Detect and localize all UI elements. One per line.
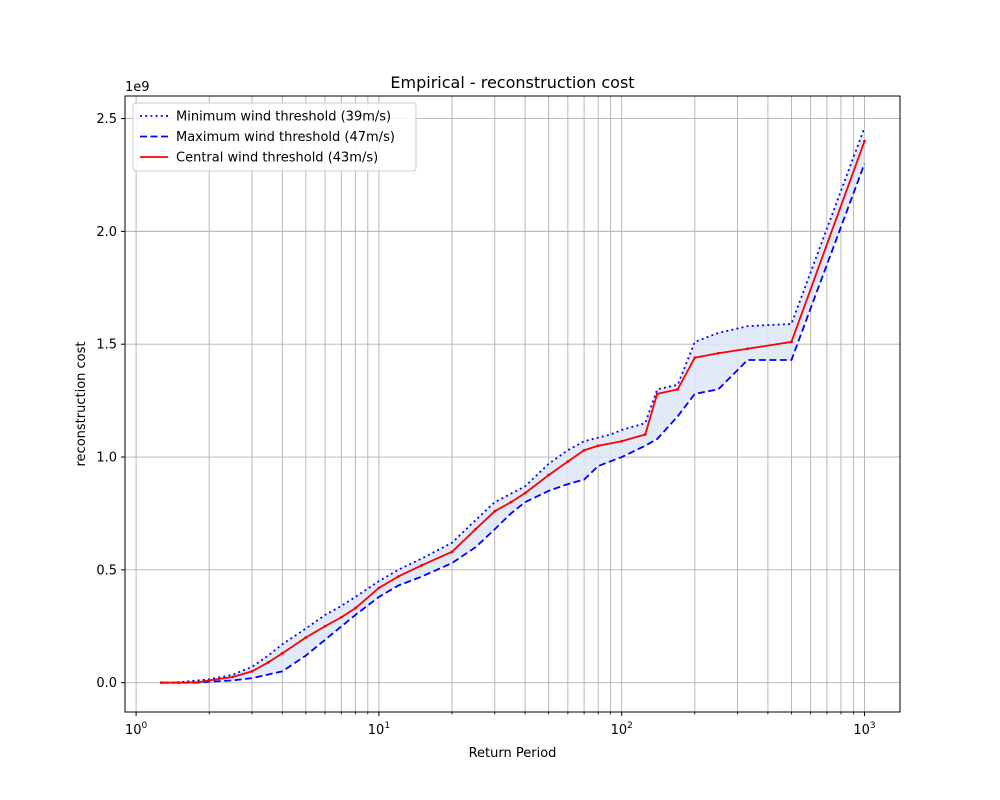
series-point	[177, 681, 181, 685]
series-point	[207, 679, 211, 682]
y-tick-label: 0.5	[96, 563, 117, 578]
series-point	[353, 606, 357, 610]
series-point	[863, 139, 866, 143]
series-point	[159, 681, 163, 685]
legend-label-1: Maximum wind threshold (47m/s)	[176, 130, 395, 145]
series-point	[396, 575, 400, 579]
series-point	[450, 550, 454, 554]
legend: Minimum wind threshold (39m/s) Maximum wi…	[132, 102, 417, 172]
series-point	[676, 387, 680, 391]
y-tick-label: 1.0	[96, 451, 117, 466]
series-point	[474, 527, 477, 531]
y-tick-label: 2.5	[96, 112, 117, 127]
y-tick-label: 2.0	[96, 225, 117, 240]
y-axis-multiplier: 1e9	[125, 80, 150, 95]
series-point	[231, 675, 235, 679]
series-point	[643, 433, 647, 436]
series-point	[304, 636, 308, 639]
series-point	[655, 392, 659, 396]
series-point	[323, 624, 327, 628]
series-point	[523, 491, 527, 495]
series-point	[566, 460, 570, 463]
series-point	[790, 340, 793, 344]
series-point	[509, 500, 513, 504]
series-point	[596, 444, 600, 448]
legend-label-2: Central wind threshold (43m/s)	[176, 151, 378, 166]
series-line-1	[161, 163, 866, 684]
x-axis-label: Return Period	[469, 746, 557, 761]
series-point	[582, 448, 586, 452]
axes-frame	[124, 95, 901, 713]
y-tick-label: 0.0	[96, 676, 117, 691]
legend-box	[132, 102, 417, 172]
y-axis-label: reconstruction cost	[74, 341, 89, 466]
y-tick-label: 1.5	[96, 338, 117, 353]
series-point	[266, 660, 270, 664]
series-point	[746, 347, 750, 351]
series-point	[716, 351, 720, 355]
grid	[125, 96, 900, 712]
legend-label-0: Minimum wind threshold (39m/s)	[176, 110, 391, 125]
series-point	[339, 615, 343, 619]
series-point	[620, 439, 624, 443]
chart-title: Empirical - reconstruction cost	[390, 73, 634, 92]
series-point	[377, 586, 381, 590]
series-lines	[159, 127, 866, 685]
series-point	[420, 563, 424, 567]
series-point	[693, 356, 697, 360]
series-point	[493, 509, 497, 513]
series-point	[547, 473, 551, 477]
series-point	[250, 669, 254, 673]
series-point	[196, 680, 200, 684]
series-line-0	[161, 127, 866, 684]
series-point	[280, 651, 284, 655]
